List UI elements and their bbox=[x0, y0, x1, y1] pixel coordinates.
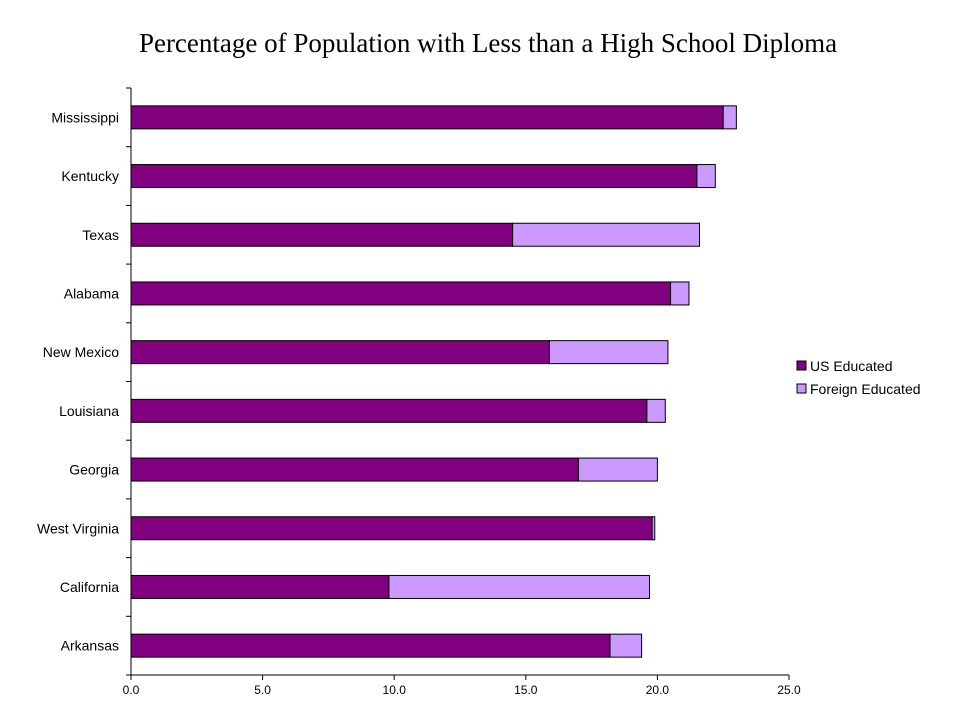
category-label: New Mexico bbox=[43, 344, 119, 360]
category-label: Alabama bbox=[64, 285, 119, 301]
category-label: Kentucky bbox=[61, 168, 119, 184]
bar-foreign-educated bbox=[670, 281, 690, 306]
bar-us-educated bbox=[130, 457, 579, 482]
bar-us-educated bbox=[130, 516, 653, 541]
bar-foreign-educated bbox=[388, 574, 651, 599]
legend-swatch bbox=[796, 383, 807, 394]
bar-us-educated bbox=[130, 281, 672, 306]
bar-foreign-educated bbox=[512, 222, 701, 247]
legend-swatch bbox=[796, 360, 807, 371]
bar-foreign-educated bbox=[646, 398, 666, 423]
x-tick-label: 10.0 bbox=[383, 683, 407, 697]
bar-foreign-educated bbox=[609, 633, 643, 658]
bar-us-educated bbox=[130, 633, 611, 658]
category-label: Louisiana bbox=[59, 403, 119, 419]
x-tick-label: 0.0 bbox=[123, 683, 140, 697]
x-tick-label: 15.0 bbox=[514, 683, 538, 697]
bar-foreign-educated bbox=[722, 105, 737, 130]
bar-foreign-educated bbox=[548, 340, 669, 365]
bar-us-educated bbox=[130, 222, 514, 247]
bar-foreign-educated bbox=[651, 516, 656, 541]
bar-us-educated bbox=[130, 398, 648, 423]
category-label: Georgia bbox=[69, 462, 119, 478]
category-label: Texas bbox=[82, 227, 119, 243]
category-label: West Virginia bbox=[37, 520, 119, 536]
bar-us-educated bbox=[130, 574, 390, 599]
chart-title: Percentage of Population with Less than … bbox=[138, 28, 838, 58]
x-tick-label: 25.0 bbox=[777, 683, 801, 697]
legend-label: Foreign Educated bbox=[810, 381, 921, 397]
x-tick-label: 20.0 bbox=[646, 683, 670, 697]
category-label: Mississippi bbox=[51, 109, 119, 125]
legend-label: US Educated bbox=[810, 358, 893, 374]
category-label: California bbox=[60, 579, 119, 595]
bar-us-educated bbox=[130, 164, 698, 189]
bar-foreign-educated bbox=[577, 457, 658, 482]
bar-foreign-educated bbox=[696, 164, 716, 189]
bar-us-educated bbox=[130, 340, 550, 365]
category-label: Arkansas bbox=[61, 638, 119, 654]
x-tick-label: 5.0 bbox=[254, 683, 271, 697]
bar-us-educated bbox=[130, 105, 724, 130]
